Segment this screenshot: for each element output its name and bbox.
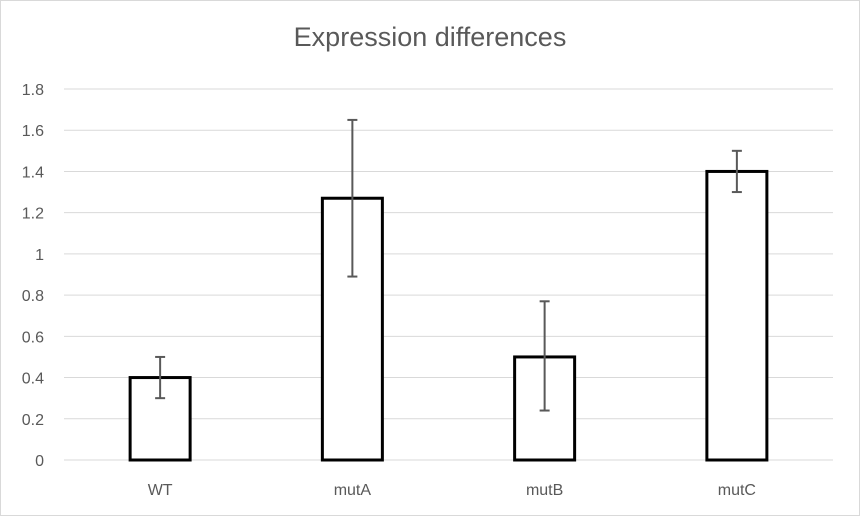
chart-title: Expression differences	[293, 22, 567, 52]
y-tick-label: 1.6	[22, 123, 44, 140]
y-tick-label: 1.4	[22, 164, 44, 181]
x-tick-label: mutA	[334, 482, 372, 499]
bar-mutC	[705, 169, 769, 462]
x-tick-label: mutC	[718, 482, 756, 499]
y-tick-label: 1	[35, 247, 44, 264]
y-tick-label: 1.8	[22, 82, 44, 99]
y-tick-label: 1.2	[22, 206, 44, 223]
x-tick-label: mutB	[526, 482, 563, 499]
y-tick-label: 0.4	[22, 371, 44, 388]
y-tick-label: 0.8	[22, 288, 44, 305]
y-axis-ticks: 0 0.2 0.4 0.6 0.8 1 1.2 1.4 1.6 1.8	[22, 82, 44, 470]
error-bars	[155, 118, 742, 412]
bars	[128, 169, 769, 462]
x-axis-labels: WT mutA mutB mutC	[148, 482, 756, 499]
y-tick-label: 0	[35, 453, 44, 470]
y-tick-label: 0.2	[22, 412, 44, 429]
y-tick-label: 0.6	[22, 329, 44, 346]
x-tick-label: WT	[148, 482, 173, 499]
gridlines	[64, 88, 833, 461]
